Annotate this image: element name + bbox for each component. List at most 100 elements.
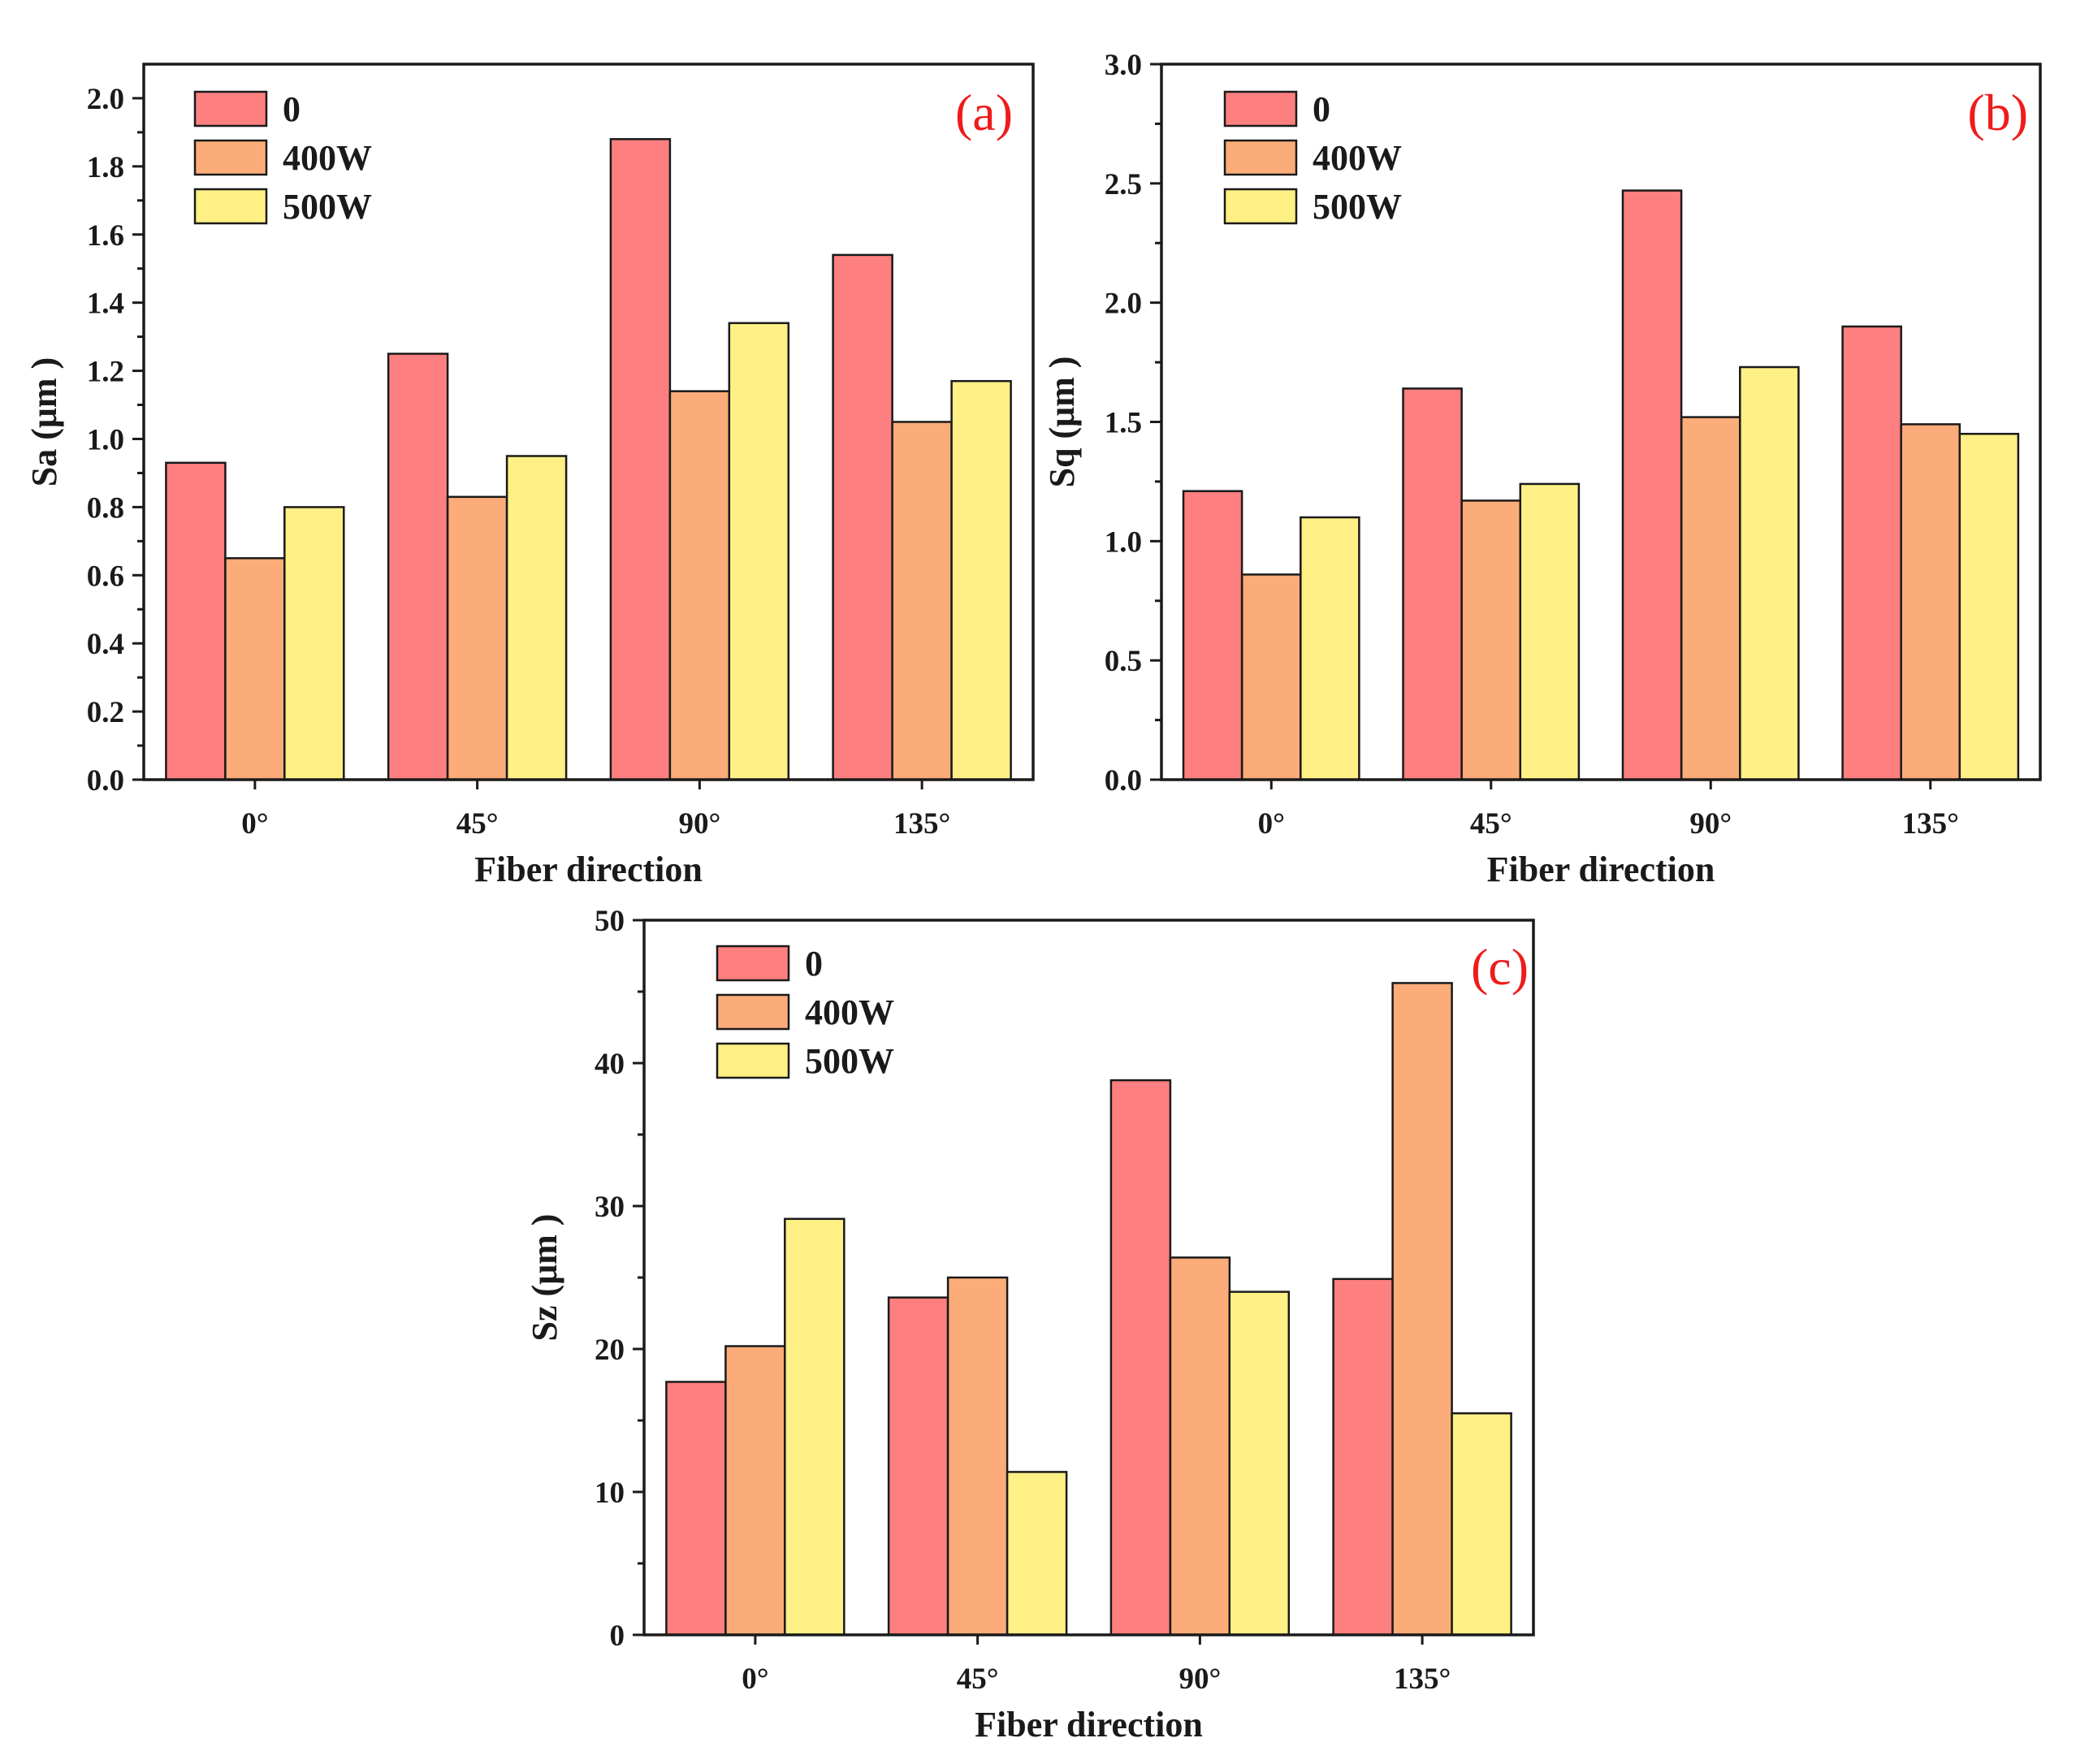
y-tick-label: 1.8 — [87, 151, 124, 184]
panel-letter: (c) — [1471, 938, 1529, 996]
x-tick-label: 90° — [678, 807, 720, 841]
x-tick-label: 90° — [1179, 1662, 1221, 1696]
legend-swatch-400W — [1223, 139, 1298, 176]
bar-500W-0 — [283, 506, 345, 781]
bar-400W-0 — [724, 1345, 786, 1636]
bar-0-2 — [609, 138, 672, 781]
y-tick-label: 0.5 — [1105, 645, 1142, 678]
bar-400W-3 — [891, 421, 953, 781]
bar-500W-3 — [1958, 432, 2020, 781]
x-axis-title: Fiber direction — [975, 1705, 1203, 1745]
y-axis-title: Sq (μm ) — [1042, 357, 1082, 488]
legend-label-0: 0 — [1313, 89, 1330, 129]
y-tick-label: 0.0 — [1105, 764, 1142, 798]
legend-swatch-0 — [1223, 90, 1298, 128]
legend-swatch-500W — [1223, 188, 1298, 225]
bar-500W-3 — [950, 379, 1012, 781]
chart-panel-2: 0.0 0.5 1.0 1.5 2.0 2.5 3.0 0° 45° 90° 135° Fiber d… — [1042, 49, 2042, 889]
y-tick-label: 0.8 — [87, 491, 124, 525]
y-axis-title: Sa (μm ) — [24, 357, 64, 486]
legend-label-500W: 500W — [805, 1041, 894, 1081]
y-tick-label: 0.6 — [87, 560, 124, 593]
legend-label-400W: 400W — [1313, 138, 1402, 178]
y-tick-label: 2.5 — [1105, 168, 1142, 201]
panel-letter: (a) — [955, 84, 1013, 141]
x-tick-label: 0° — [1258, 807, 1285, 841]
chart-panel-1: 0.0 0.2 0.4 0.6 0.8 1.0 1.2 1.4 1.6 1.8 2.0 0° 45° 90… — [24, 63, 1035, 889]
bar-500W-1 — [505, 455, 568, 781]
bar-500W-2 — [1739, 365, 1800, 781]
bar-0-0 — [165, 461, 227, 781]
legend-swatch-500W — [716, 1042, 790, 1079]
legend-swatch-500W — [193, 188, 268, 225]
legend-swatch-400W — [193, 139, 268, 176]
bar-400W-1 — [446, 495, 508, 781]
x-tick-label: 135° — [1902, 807, 1959, 841]
y-tick-label: 0.2 — [87, 696, 124, 729]
x-tick-label: 45° — [1470, 807, 1512, 841]
bar-0-2 — [1109, 1079, 1172, 1636]
y-tick-label: 50 — [595, 905, 625, 938]
legend-label-0: 0 — [283, 89, 301, 129]
y-tick-label: 30 — [595, 1191, 625, 1224]
bar-400W-3 — [1900, 423, 1961, 781]
y-tick-label: 1.5 — [1105, 407, 1142, 440]
bar-400W-3 — [1391, 982, 1453, 1636]
legend-label-500W: 500W — [283, 187, 372, 227]
bar-400W-2 — [1169, 1256, 1231, 1636]
y-tick-label: 0.0 — [87, 764, 124, 798]
y-tick-label: 1.2 — [87, 356, 124, 389]
bar-0-2 — [1621, 189, 1683, 781]
bar-0-3 — [1332, 1278, 1394, 1636]
y-tick-label: 1.0 — [87, 423, 124, 456]
x-axis-title: Fiber direction — [1487, 850, 1715, 889]
bar-500W-2 — [728, 322, 790, 781]
bar-400W-2 — [668, 390, 731, 781]
bar-500W-0 — [784, 1217, 846, 1636]
bar-400W-1 — [946, 1276, 1009, 1636]
bar-0-0 — [665, 1381, 727, 1636]
x-tick-label: 90° — [1689, 807, 1732, 841]
x-tick-label: 135° — [1394, 1662, 1451, 1696]
bar-400W-2 — [1680, 416, 1741, 781]
bar-0-3 — [1841, 325, 1902, 781]
x-tick-label: 45° — [957, 1662, 999, 1696]
legend-swatch-0 — [716, 945, 790, 982]
legend-label-400W: 400W — [805, 992, 894, 1032]
y-axis-title: Sz (μm ) — [525, 1214, 564, 1342]
bar-500W-1 — [1006, 1471, 1068, 1636]
y-tick-label: 3.0 — [1105, 49, 1142, 82]
x-tick-label: 0° — [742, 1662, 768, 1696]
y-tick-label: 2.0 — [1105, 288, 1142, 321]
panel-letter: (b) — [1967, 84, 2028, 141]
y-tick-label: 40 — [595, 1048, 625, 1081]
bar-0-1 — [1402, 387, 1463, 781]
y-tick-label: 2.0 — [87, 83, 124, 116]
x-axis-title: Fiber direction — [474, 850, 703, 889]
y-tick-label: 1.6 — [87, 219, 124, 253]
bar-0-0 — [1182, 490, 1243, 781]
y-tick-label: 20 — [595, 1334, 625, 1367]
bar-500W-3 — [1451, 1412, 1512, 1636]
plot-frame — [142, 63, 1035, 781]
bar-400W-1 — [1460, 499, 1522, 781]
bar-500W-1 — [1519, 482, 1581, 781]
legend-label-400W: 400W — [283, 138, 372, 178]
x-tick-label: 0° — [241, 807, 268, 841]
bar-0-3 — [832, 253, 893, 781]
y-tick-label: 1.0 — [1105, 525, 1142, 559]
bar-0-1 — [387, 352, 449, 781]
legend-swatch-0 — [193, 90, 268, 128]
x-tick-label: 135° — [893, 807, 950, 841]
legend-swatch-400W — [716, 993, 790, 1031]
legend-label-500W: 500W — [1313, 187, 1402, 227]
bar-0-1 — [887, 1296, 949, 1636]
bar-400W-0 — [1240, 573, 1302, 781]
x-tick-label: 45° — [456, 807, 499, 841]
y-tick-label: 1.4 — [87, 288, 124, 321]
y-tick-label: 0 — [610, 1619, 625, 1653]
y-tick-label: 0.4 — [87, 628, 124, 661]
bar-500W-2 — [1228, 1291, 1291, 1636]
bar-400W-0 — [224, 557, 286, 781]
